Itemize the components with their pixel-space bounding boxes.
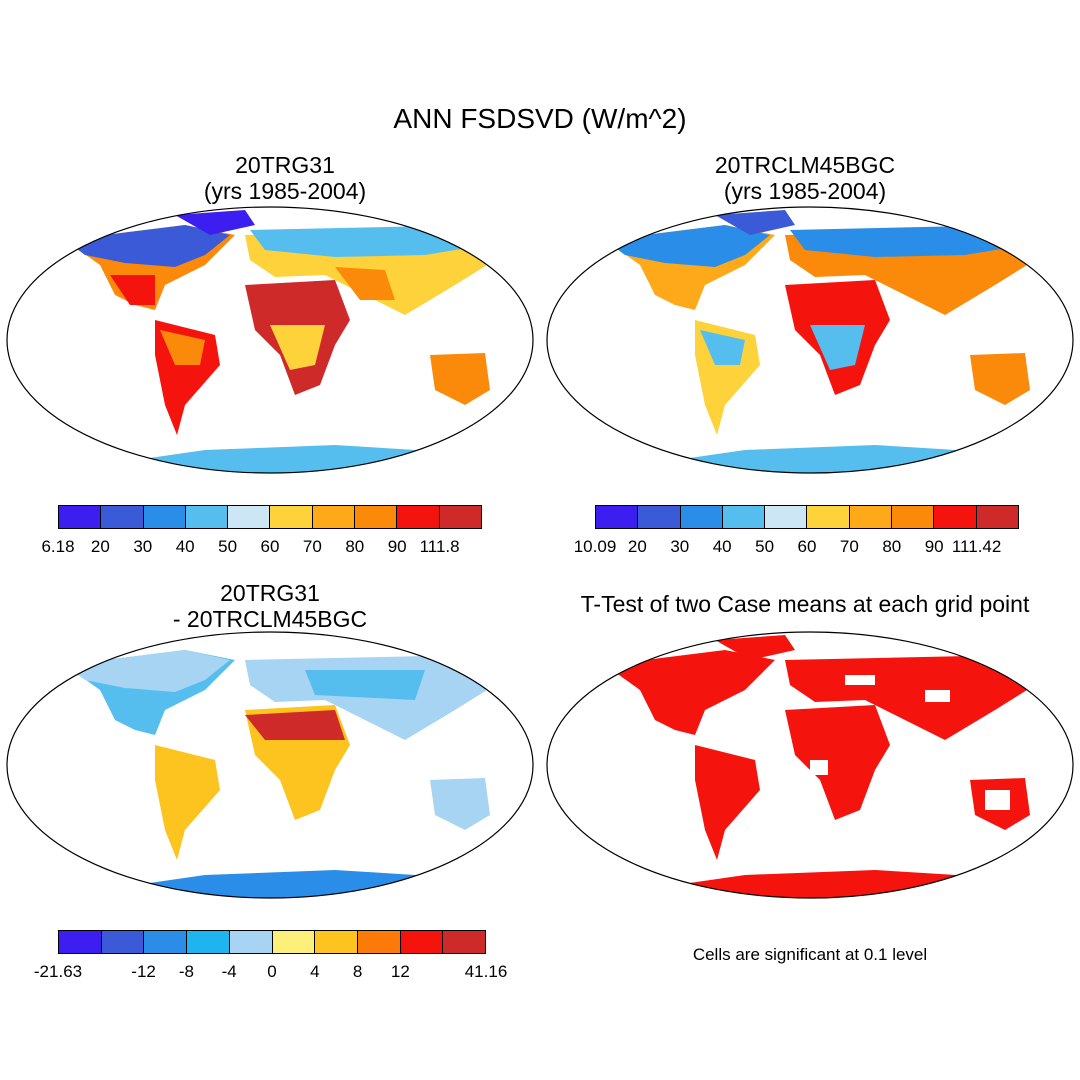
colorbar-swatch [397, 506, 440, 528]
panel-2-title-line1: 20TRCLM45BGC [714, 152, 896, 178]
colorbar-tick-label: 41.16 [464, 962, 508, 981]
map-ttest [546, 631, 1074, 899]
colorbar-tick-label: 50 [755, 537, 775, 556]
colorbar-tick-label: -21.63 [33, 962, 83, 981]
colorbar-swatch [101, 931, 145, 953]
colorbar-swatch [357, 931, 401, 953]
colorbar-tick-label: 90 [387, 537, 407, 556]
colorbar-swatch [892, 506, 935, 528]
map-case1 [6, 206, 534, 474]
colorbar-swatch [443, 931, 486, 953]
colorbar-swatch [144, 931, 188, 953]
colorbar-swatch [185, 506, 229, 528]
panel-2-title: 20TRCLM45BGC (yrs 1985-2004) [675, 152, 935, 204]
colorbar-swatch [638, 506, 681, 528]
map-case2 [546, 206, 1074, 474]
colorbar-tick-label: 50 [218, 537, 238, 556]
colorbar-tick-label: -8 [178, 962, 194, 981]
colorbar-tick-label: 80 [882, 537, 902, 556]
colorbar-tick-label: 90 [924, 537, 944, 556]
colorbar-tick-label: 10.09 [573, 537, 617, 556]
colorbar-swatch [272, 931, 316, 953]
colorbar-swatch [765, 506, 808, 528]
colorbar-tick-label: 40 [712, 537, 732, 556]
colorbar-tick-label: 12 [390, 962, 410, 981]
colorbar-swatch [229, 931, 273, 953]
panel-3-title: 20TRG31 - 20TRCLM45BGC [140, 580, 400, 632]
colorbar-tick-label: 6.18 [41, 537, 75, 556]
colorbar-tick-label: 20 [90, 537, 110, 556]
colorbar-swatch [312, 506, 356, 528]
panel-2-title-line2: (yrs 1985-2004) [723, 178, 887, 204]
colorbar-tick-label: 70 [302, 537, 322, 556]
panel-4-title: T-Test of two Case means at each grid po… [580, 591, 1030, 617]
panel-1-title: 20TRG31 (yrs 1985-2004) [155, 152, 415, 204]
colorbar-difference [58, 930, 486, 954]
colorbar-tick-label: 111.8 [419, 537, 460, 556]
colorbar-swatch [400, 931, 444, 953]
map-difference [6, 631, 534, 899]
colorbar-tick-label: 40 [175, 537, 195, 556]
colorbar-tick-label: -4 [221, 962, 237, 981]
colorbar-case1 [58, 505, 482, 529]
colorbar-swatch [270, 506, 313, 528]
panel-1-title-line1: 20TRG31 [235, 152, 335, 178]
colorbar-tick-label: 60 [260, 537, 280, 556]
colorbar-swatch [101, 506, 144, 528]
colorbar-tick-label: -12 [131, 962, 156, 981]
colorbar-swatch [59, 506, 102, 528]
colorbar-swatch [59, 931, 102, 953]
colorbar-tick-label: 60 [797, 537, 817, 556]
colorbar-swatch [807, 506, 850, 528]
colorbar-swatch [315, 931, 358, 953]
colorbar-swatch [849, 506, 893, 528]
colorbar-swatch [355, 506, 398, 528]
colorbar-tick-label: 8 [352, 962, 363, 981]
colorbar-swatch [934, 506, 977, 528]
colorbar-swatch [722, 506, 766, 528]
colorbar-tick-label: 20 [627, 537, 647, 556]
colorbar-tick-label: 111.42 [951, 537, 1002, 556]
colorbar-swatch [596, 506, 639, 528]
colorbar-swatch [439, 506, 481, 528]
panel-3-title-line1: 20TRG31 [220, 580, 320, 606]
colorbar-tick-label: 80 [345, 537, 365, 556]
panel-1-title-line2: (yrs 1985-2004) [203, 178, 367, 204]
panel-3-title-line2: - 20TRCLM45BGC [172, 606, 368, 632]
colorbar-swatch [680, 506, 723, 528]
significance-note: Cells are significant at 0.1 level [692, 945, 928, 964]
colorbar-tick-label: 4 [310, 962, 320, 981]
colorbar-swatch [187, 931, 230, 953]
colorbar-swatch [228, 506, 271, 528]
colorbar-tick-label: 30 [670, 537, 690, 556]
colorbar-tick-label: 30 [133, 537, 153, 556]
figure-title: ANN FSDSVD (W/m^2) [393, 103, 687, 134]
colorbar-tick-label: 0 [267, 962, 277, 981]
colorbar-swatch [976, 506, 1018, 528]
colorbar-tick-label: 70 [839, 537, 859, 556]
colorbar-case2 [595, 505, 1019, 529]
colorbar-swatch [143, 506, 186, 528]
